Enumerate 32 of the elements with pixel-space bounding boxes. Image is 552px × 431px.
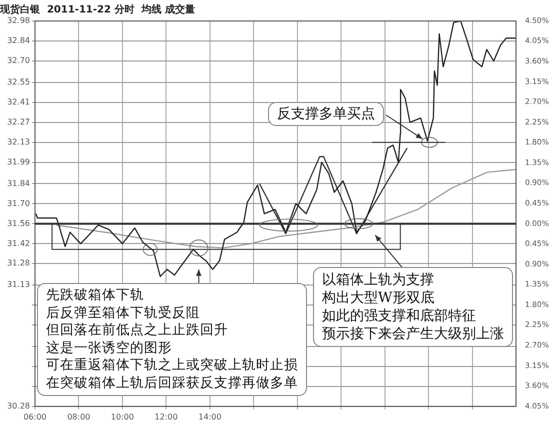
y-tick-label: 31.28 <box>7 258 30 268</box>
annotation: 以箱体上轨为支撑 <box>322 271 435 289</box>
y-tick-label: 32.55 <box>7 77 30 86</box>
y-tick-label: 32.98 <box>7 16 30 26</box>
annotation: 构出大型W形双底 <box>322 289 436 307</box>
annotation: 这是一张诱空的图形 <box>46 340 173 357</box>
y-tick-label: 31.84 <box>7 178 30 188</box>
chart-title: 现货白银 2011-11-22 分时 均线 成交量 <box>0 4 195 16</box>
annotation: 如此的强支撑和底部特征 <box>322 307 477 325</box>
y-tick-label: 31.70 <box>7 198 30 208</box>
annotation: 先跌破箱体下轨 <box>46 287 145 304</box>
y-tick-label: 30.28 <box>7 401 30 410</box>
y-tick-label: 32.27 <box>7 117 30 126</box>
x-tick-label: 08:00 <box>67 412 90 422</box>
annotation: 在突破箱体上轨后回踩获反支撑再做多单 <box>46 374 298 392</box>
y-tick-label: 31.13 <box>7 280 30 290</box>
y-tick-label: 31.99 <box>7 157 30 166</box>
x-tick-label: 10:00 <box>110 412 134 422</box>
y-tick-label: 32.70 <box>7 56 30 66</box>
x-tick-label: 06:00 <box>23 412 47 422</box>
x-tick-label: 12:00 <box>154 412 178 422</box>
annotation: 反支撑多单买点 <box>277 105 375 123</box>
annotation: 可在重返箱体下轨之上或突破上轨时止损 <box>46 357 298 374</box>
y-tick-label: 32.41 <box>7 97 30 106</box>
x-tick-label: 14:00 <box>198 412 222 422</box>
annotation: 预示接下来会产生大级别上涨 <box>322 325 504 343</box>
y-tick-label: 32.84 <box>7 36 30 46</box>
annotation: 后反弹至箱体下轨受反阻 <box>46 304 201 322</box>
y-tick-label: 31.56 <box>7 218 30 228</box>
y-tick-label: 32.13 <box>7 137 30 146</box>
annotation: 但回落在前低点之上止跌回升 <box>46 322 229 340</box>
y-tick-label: 31.42 <box>7 238 30 248</box>
